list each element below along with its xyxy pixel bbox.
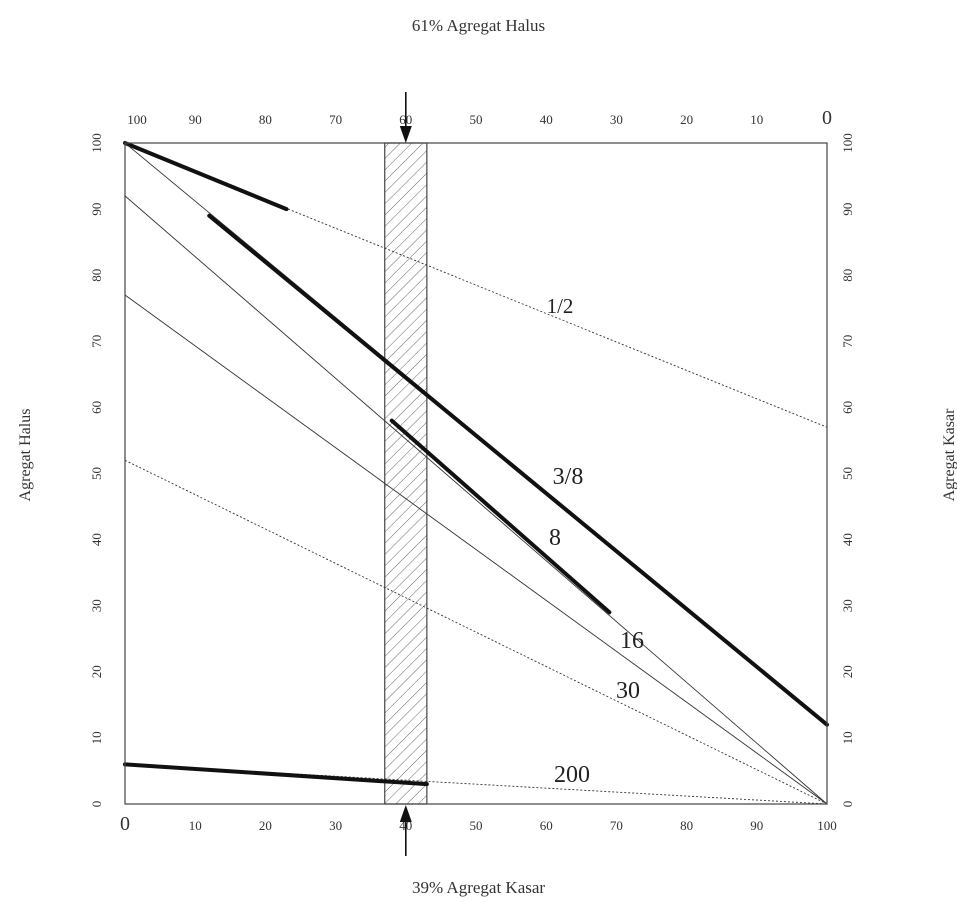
series-label-1-2: 1/2 (547, 294, 574, 318)
x-bottom-tick-label: 20 (259, 818, 272, 833)
y-left-tick-label: 30 (89, 599, 104, 612)
spec-segment-3-8 (207, 213, 829, 727)
x-bottom-tick-label: 80 (680, 818, 693, 833)
x-top-tick-label: 90 (189, 112, 202, 127)
x-bottom-tick-label: 70 (610, 818, 623, 833)
x-bottom-tick-label: 100 (817, 818, 837, 833)
y-right-tick-label: 10 (840, 731, 855, 744)
y-left-tick-label: 90 (89, 203, 104, 216)
y-right-tick-label: 100 (840, 133, 855, 153)
spec-segment-8 (389, 418, 612, 615)
x-bottom-tick-label: 0 (120, 813, 130, 835)
series-line-30 (124, 459, 828, 805)
y-right-tick-label: 50 (840, 467, 855, 480)
x-top-tick-label: 20 (680, 112, 693, 127)
x-top-tick-label: 50 (470, 112, 483, 127)
y-right-tick-label: 0 (840, 801, 855, 808)
spec-segment-200 (123, 762, 429, 787)
plot-frame (124, 142, 828, 805)
x-top-tick-label: 70 (329, 112, 342, 127)
top-arrow-head (399, 126, 412, 143)
y-right-tick-label: 70 (840, 335, 855, 348)
y-right-tick-label: 40 (840, 533, 855, 546)
y-left-tick-label: 100 (89, 133, 104, 153)
x-bottom-tick-label: 60 (540, 818, 553, 833)
x-top-tick-label: 0 (822, 107, 832, 129)
y-left-tick-label: 80 (89, 269, 104, 282)
top-title: 61% Agregat Halus (411, 16, 546, 35)
bottom-arrow-head (399, 805, 412, 822)
spec-segment-1-2 (123, 141, 289, 212)
y-left-tick-label: 70 (89, 335, 104, 348)
y-left-tick-label: 0 (89, 801, 104, 808)
y-left-tick-label: 40 (89, 533, 104, 546)
y-right-tick-label: 90 (840, 203, 855, 216)
arrows-layer (399, 92, 412, 856)
series-label-200: 200 (554, 762, 590, 788)
x-bottom-tick-label: 90 (750, 818, 763, 833)
x-top-tick-label: 80 (259, 112, 272, 127)
y-left-tick-label: 10 (89, 731, 104, 744)
y-right-tick-label: 80 (840, 269, 855, 282)
y-right-tick-label: 30 (840, 599, 855, 612)
bottom-title: 39% Agregat Kasar (411, 878, 546, 897)
y-left-tick-label: 20 (89, 665, 104, 678)
y-right-tick-label: 60 (840, 401, 855, 414)
selected-band (384, 142, 428, 805)
y-left-tick-label: 60 (89, 401, 104, 414)
series-label-8: 8 (549, 525, 561, 551)
x-top-tick-label: 40 (540, 112, 553, 127)
series-label-30: 30 (616, 678, 640, 704)
series-line-8 (124, 294, 828, 805)
selected-band-layer (384, 142, 428, 805)
x-top-tick-label: 10 (750, 112, 763, 127)
x-bottom-tick-label: 30 (329, 818, 342, 833)
series-labels-layer: 1/2 3/8 8 16 30 200 (547, 294, 644, 788)
x-bottom-tick-label: 50 (470, 818, 483, 833)
series-lines-layer (123, 141, 829, 805)
x-top-tick-label: 100 (127, 112, 147, 127)
series-line-16 (124, 195, 828, 805)
series-label-16: 16 (620, 628, 644, 654)
y-left-tick-label: 50 (89, 467, 104, 480)
x-top-tick-label: 30 (610, 112, 623, 127)
series-label-3-8: 3/8 (553, 464, 584, 490)
x-bottom-tick-label: 10 (189, 818, 202, 833)
y-right-tick-label: 20 (840, 665, 855, 678)
